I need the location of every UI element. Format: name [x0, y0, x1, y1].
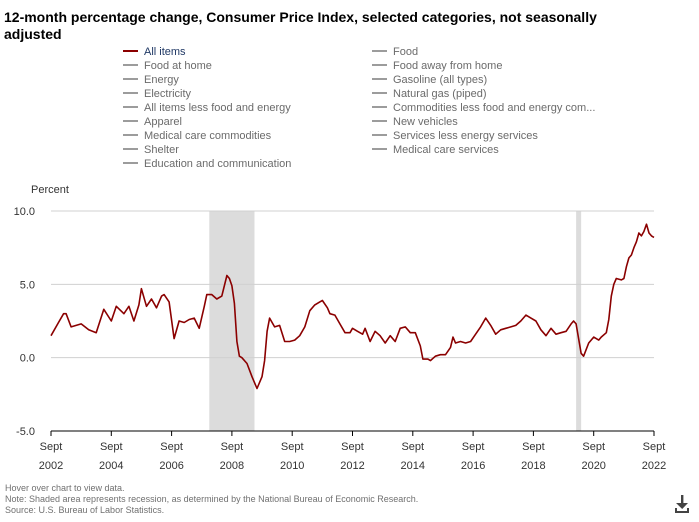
legend-label: All items less food and energy — [144, 102, 291, 114]
recession-band — [209, 211, 255, 431]
x-tick-month: Sept — [281, 441, 304, 453]
legend-item[interactable]: Food at home — [123, 60, 212, 73]
legend-swatch — [123, 120, 138, 123]
legend-item[interactable]: Energy — [123, 74, 179, 87]
legend-label: Medical care services — [393, 144, 499, 156]
x-tick-month: Sept — [643, 441, 666, 453]
legend-swatch — [372, 64, 387, 67]
legend-swatch — [123, 64, 138, 67]
x-tick-year: 2012 — [340, 460, 364, 472]
legend-label: Food away from home — [393, 60, 503, 72]
recession-note: Note: Shaded area represents recession, … — [5, 494, 419, 504]
legend-item[interactable]: New vehicles — [372, 116, 458, 129]
legend-item[interactable]: Gasoline (all types) — [372, 74, 487, 87]
x-tick-year: 2006 — [159, 460, 183, 472]
legend-item[interactable]: Food — [372, 46, 418, 59]
y-tick-label: 0.0 — [20, 353, 35, 365]
legend-swatch — [372, 92, 387, 95]
x-tick-month: Sept — [341, 441, 364, 453]
legend-item[interactable]: Medical care services — [372, 144, 499, 157]
legend-label: Food at home — [144, 60, 212, 72]
legend-swatch — [123, 92, 138, 95]
legend-swatch — [123, 162, 138, 165]
legend-label: Education and communication — [144, 158, 292, 170]
series-lines[interactable] — [50, 223, 655, 390]
legend-swatch — [372, 120, 387, 123]
download-icon[interactable] — [674, 494, 690, 514]
x-tick-year: 2022 — [642, 460, 666, 472]
y-tick-label: 5.0 — [20, 279, 35, 291]
legend-label: All items — [144, 46, 186, 58]
x-tick-year: 2004 — [99, 460, 123, 472]
x-tick-month: Sept — [582, 441, 605, 453]
legend-label: Shelter — [144, 144, 179, 156]
x-tick-month: Sept — [221, 441, 244, 453]
legend-item[interactable]: Food away from home — [372, 60, 502, 73]
legend-swatch — [123, 106, 138, 109]
y-axis-label: Percent — [31, 184, 69, 196]
legend-label: Natural gas (piped) — [393, 88, 487, 100]
x-tick-month: Sept — [160, 441, 183, 453]
legend-item[interactable]: Apparel — [123, 116, 182, 129]
legend-label: Gasoline (all types) — [393, 74, 488, 86]
legend-swatch — [123, 78, 138, 81]
legend-item[interactable]: Medical care commodities — [123, 130, 271, 143]
x-tick-year: 2016 — [461, 460, 485, 472]
x-axis-ticks: Sept 2002 Sept 2004 Sept 2006 Sept 2008 Sept 2010… — [39, 431, 666, 472]
legend-swatch — [372, 148, 387, 151]
legend-label: Electricity — [144, 88, 192, 100]
legend-swatch — [372, 78, 387, 81]
x-tick-year: 2018 — [521, 460, 545, 472]
legend-label: Medical care commodities — [144, 130, 272, 142]
legend-swatch — [123, 134, 138, 137]
x-tick-month: Sept — [401, 441, 424, 453]
chart-title: 12-month percentage change, Consumer Pri… — [4, 9, 597, 42]
y-tick-label: 10.0 — [14, 206, 35, 218]
x-tick-year: 2002 — [39, 460, 63, 472]
y-tick-label: -5.0 — [16, 426, 35, 438]
legend-label: Apparel — [144, 116, 182, 128]
legend-label: Services less energy services — [393, 130, 538, 142]
legend-swatch — [123, 50, 138, 53]
legend-label: Food — [393, 46, 419, 58]
legend-item[interactable]: Shelter — [123, 144, 179, 157]
x-tick-month: Sept — [522, 441, 545, 453]
recession-band — [576, 211, 582, 431]
grid-lines — [51, 210, 654, 432]
hover-hint: Hover over chart to view data. — [5, 483, 125, 493]
legend-item[interactable]: Natural gas (piped) — [372, 88, 487, 101]
legend-item[interactable]: All items less food and energy — [123, 102, 291, 115]
x-tick-month: Sept — [462, 441, 485, 453]
series-line-all-items[interactable] — [50, 223, 655, 390]
legend-item[interactable]: Services less energy services — [372, 130, 538, 143]
legend-swatch — [372, 134, 387, 137]
x-tick-year: 2008 — [220, 460, 244, 472]
legend-item[interactable]: Education and communication — [123, 158, 291, 171]
legend-swatch — [123, 148, 138, 151]
recession-shading — [209, 211, 582, 431]
legend-label: Commodities less food and energy com... — [393, 102, 596, 114]
x-tick-month: Sept — [100, 441, 123, 453]
legend-item[interactable]: Commodities less food and energy com... — [372, 102, 595, 115]
x-tick-month: Sept — [40, 441, 63, 453]
x-tick-year: 2020 — [581, 460, 605, 472]
legend-swatch — [372, 106, 387, 109]
legend-label: Energy — [144, 74, 179, 86]
legend-label: New vehicles — [393, 116, 458, 128]
y-axis-ticks: 10.0 5.0 0.0 -5.0 — [14, 206, 35, 438]
x-tick-year: 2014 — [401, 460, 425, 472]
x-tick-year: 2010 — [280, 460, 304, 472]
legend-item[interactable]: Electricity — [123, 88, 191, 101]
source-note: Source: U.S. Bureau of Labor Statistics. — [5, 505, 165, 515]
legend-item[interactable]: All items — [123, 46, 186, 59]
legend-swatch — [372, 50, 387, 53]
